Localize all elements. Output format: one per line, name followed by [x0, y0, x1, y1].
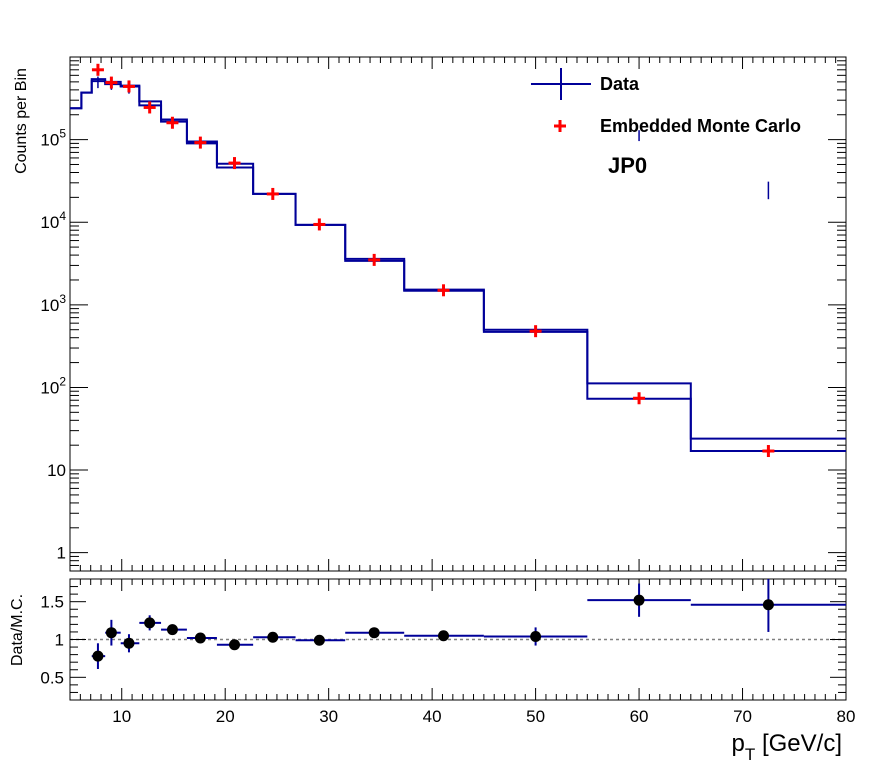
mc-marker — [437, 284, 450, 297]
spectrum-y-tick-label: 104 — [40, 209, 66, 232]
spectrum-y-tick-label: 103 — [40, 292, 66, 315]
mc-marker — [368, 253, 381, 266]
mc-marker — [762, 445, 775, 458]
ratio-point — [216, 639, 254, 651]
ratio-y-axis-label: Data/M.C. — [9, 594, 26, 666]
mc-marker — [313, 218, 326, 231]
ratio-marker — [194, 632, 206, 644]
ratio-point — [404, 630, 484, 642]
ratio-point — [587, 583, 691, 617]
spectrum-y-tick-label: 102 — [40, 374, 66, 397]
ratio-marker — [267, 631, 279, 643]
spectrum-y-tick-label: 105 — [40, 127, 66, 150]
ratio-y-tick-labels: 0.5 1 1.5 — [40, 593, 64, 688]
ratio-point — [139, 615, 162, 631]
ratio-marker — [144, 617, 156, 629]
ratio-point — [345, 627, 405, 639]
spectrum-y-tick-label: 1 — [57, 544, 66, 563]
ratio-marker — [530, 630, 542, 642]
legend-label-data: Data — [600, 74, 640, 94]
ratio-panel: 0.5 1 1.5 10 20 30 40 50 60 70 80 Data/M.C. pT [G… — [9, 578, 855, 764]
spectrum-plot-frame — [69, 56, 847, 572]
spectrum-y-tick-labels: 1 10 102 103 104 105 — [40, 127, 66, 563]
mc-marker — [228, 157, 241, 170]
legend-label-mc: Embedded Monte Carlo — [600, 116, 801, 136]
ratio-marker — [123, 637, 135, 649]
x-axis-label: pT [GeV/c] — [732, 730, 842, 764]
ratio-y-tick-label: 1.5 — [40, 593, 64, 612]
ratio-marker — [92, 650, 104, 662]
ratio-marker — [229, 639, 241, 651]
x-tick-label: 10 — [112, 707, 131, 726]
x-tick-label: 70 — [733, 707, 752, 726]
ratio-marker — [633, 594, 645, 606]
mc-marker — [105, 76, 118, 89]
ratio-point — [483, 627, 588, 646]
mc-marker — [143, 101, 156, 114]
trigger-label: JP0 — [608, 153, 647, 178]
ratio-marker — [438, 630, 450, 642]
x-tick-label: 80 — [837, 707, 856, 726]
mc-marker — [633, 392, 646, 405]
x-tick-labels: 10 20 30 40 50 60 70 80 — [112, 707, 855, 726]
x-tick-label: 50 — [526, 707, 545, 726]
ratio-point — [295, 634, 346, 646]
x-tick-label: 60 — [630, 707, 649, 726]
mc-marker — [166, 116, 179, 129]
ratio-point — [690, 579, 846, 632]
legend-data-marker — [531, 68, 591, 100]
legend-mc-marker — [554, 120, 566, 132]
ratio-y-tick-label: 0.5 — [40, 668, 64, 687]
x-tick-label: 30 — [319, 707, 338, 726]
x-tick-label: 20 — [216, 707, 235, 726]
spectrum-series — [70, 63, 846, 458]
mc-marker — [194, 136, 207, 149]
mc-histogram — [70, 78, 846, 453]
ratio-marker — [762, 599, 774, 611]
ratio-point — [120, 634, 140, 653]
ratio-marker — [105, 627, 117, 639]
ratio-marker — [166, 624, 178, 636]
ratio-marker — [368, 627, 380, 639]
ratio-axis-ticks — [69, 578, 847, 701]
legend: Data Embedded Monte Carlo JP0 — [531, 68, 801, 178]
ratio-y-tick-label: 1 — [55, 631, 64, 650]
mc-marker — [266, 187, 279, 200]
spectrum-y-tick-label: 10 — [47, 461, 66, 480]
ratio-point — [91, 643, 106, 669]
ratio-point — [186, 632, 217, 644]
spectrum-axis-ticks — [69, 57, 847, 572]
spectrum-y-axis-label: Counts per Bin — [13, 68, 30, 174]
ratio-points — [91, 579, 846, 669]
spectrum-panel: 1 10 102 103 104 105 Counts per Bin Data Embe… — [13, 56, 847, 572]
ratio-point — [253, 631, 296, 643]
ratio-marker — [313, 634, 325, 646]
x-tick-label: 40 — [423, 707, 442, 726]
mc-marker — [91, 63, 104, 76]
ratio-point — [105, 619, 121, 646]
mc-marker — [529, 325, 542, 338]
mc-marker — [122, 80, 135, 93]
ratio-point — [161, 624, 187, 636]
